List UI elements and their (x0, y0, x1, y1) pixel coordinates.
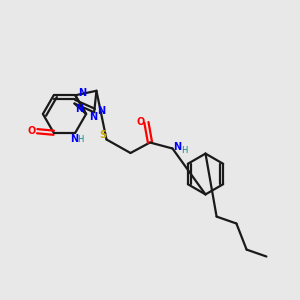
Text: N: N (70, 134, 78, 144)
Text: O: O (28, 126, 36, 136)
Text: N: N (78, 88, 86, 98)
Text: H: H (181, 146, 187, 155)
Text: H: H (77, 135, 84, 144)
Text: S: S (99, 130, 106, 140)
Text: N: N (88, 112, 97, 122)
Text: O: O (137, 117, 145, 127)
Text: N: N (75, 104, 83, 114)
Text: N: N (173, 142, 181, 152)
Text: N: N (98, 106, 106, 116)
